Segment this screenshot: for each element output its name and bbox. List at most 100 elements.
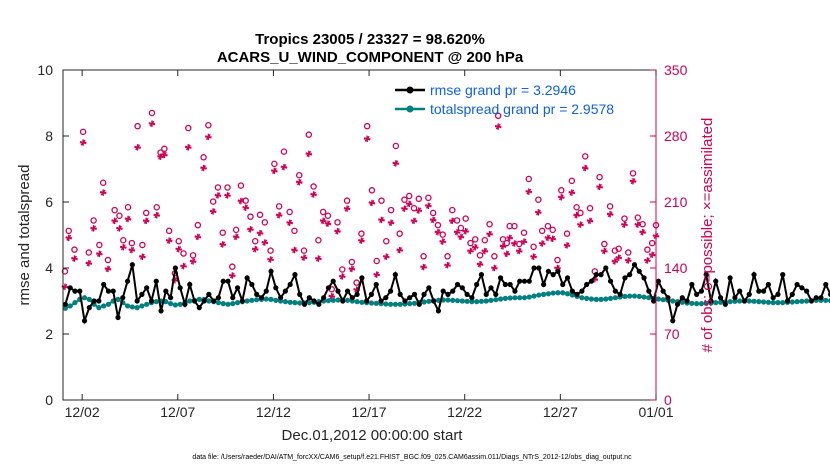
totalspread-point <box>81 295 88 301</box>
obs-possible-marker <box>471 236 479 243</box>
totalspread-point <box>526 294 532 300</box>
rmse-point <box>593 272 599 278</box>
obs-possible-marker <box>363 122 371 130</box>
totalspread-point <box>287 299 293 305</box>
obs-assimilated-marker <box>494 123 502 130</box>
totalspread-point <box>397 301 403 307</box>
rmse-point <box>325 285 332 291</box>
rmse-point <box>799 285 805 291</box>
rmse-point <box>804 288 810 294</box>
obs-assimilated-marker <box>229 272 236 279</box>
legend: rmse grand pr = 3.2946 totalspread grand… <box>395 82 614 117</box>
totalspread-point <box>187 298 193 304</box>
obs-assimilated-marker <box>520 238 528 245</box>
rmse-point <box>808 298 815 304</box>
rmse-point <box>651 298 657 304</box>
obs-assimilated-marker <box>180 262 187 270</box>
rmse-point <box>694 291 700 297</box>
totalspread-point <box>607 295 614 301</box>
obs-assimilated-marker <box>606 211 614 218</box>
rmse-point <box>784 298 791 304</box>
rmse-point <box>287 281 293 288</box>
legend-spread-marker <box>406 105 414 113</box>
obs-possible-marker <box>224 184 231 191</box>
rmse-point <box>407 295 413 301</box>
obs-assimilated-marker <box>621 221 628 228</box>
obs-assimilated-marker <box>506 234 513 242</box>
obs-possible-marker <box>128 239 136 247</box>
totalspread-point <box>230 301 236 307</box>
rmse-point <box>579 288 585 294</box>
totalspread-point <box>770 300 776 306</box>
obs-possible-marker <box>503 239 511 247</box>
obs-possible-marker <box>185 124 192 132</box>
obs-possible-marker <box>568 177 576 185</box>
obs-possible-marker <box>353 279 360 286</box>
obs-possible-marker <box>358 230 365 237</box>
rmse-point <box>531 265 537 271</box>
obs-possible-marker <box>275 203 283 210</box>
rmse-point <box>756 288 762 294</box>
obs-possible-marker <box>142 209 150 217</box>
obs-assimilated-marker <box>471 244 479 251</box>
obs-possible-marker <box>634 214 642 221</box>
totalspread-point <box>220 301 226 307</box>
totalspread-point <box>249 297 255 303</box>
obs-assimilated-marker <box>558 194 565 201</box>
totalspread-point <box>536 292 542 298</box>
obs-possible-marker <box>343 197 351 204</box>
obs-assimilated-marker <box>499 243 507 250</box>
obs-possible-marker <box>392 142 400 150</box>
rmse-point <box>411 291 418 297</box>
rmse-point <box>612 288 618 294</box>
obs-possible-marker <box>85 249 93 256</box>
obs-possible-marker <box>124 204 132 211</box>
left-y-tick-label: 6 <box>45 194 53 210</box>
obs-possible-marker <box>499 236 507 243</box>
totalspread-point <box>244 298 250 304</box>
chart-title-line1: Tropics 23005 / 23327 = 98.620% <box>255 31 485 48</box>
rmse-point <box>91 298 97 304</box>
rmse-series <box>62 262 830 325</box>
obs-possible-marker <box>621 215 628 222</box>
rmse-point <box>62 301 68 307</box>
obs-assimilated-marker <box>194 233 202 241</box>
rmse-point <box>713 278 719 284</box>
obs-assimilated-marker <box>242 204 249 211</box>
rmse-point <box>124 278 131 284</box>
right-y-tick-label: 210 <box>664 194 688 210</box>
obs-possible-marker <box>420 253 427 260</box>
obs-assimilated-marker <box>625 257 632 264</box>
obs-possible-marker <box>410 204 418 212</box>
obs-assimilated-marker <box>214 192 222 199</box>
rmse-point <box>330 278 336 284</box>
rmse-line <box>64 262 830 325</box>
obs-possible-marker <box>261 219 269 226</box>
totalspread-point <box>177 301 183 307</box>
rmse-point <box>282 288 288 294</box>
totalspread-point <box>464 298 470 304</box>
rmse-point <box>660 288 666 294</box>
rmse-point <box>101 281 107 288</box>
obs-possible-marker <box>251 237 259 245</box>
obs-possible-marker <box>280 148 288 155</box>
rmse-point <box>172 265 178 271</box>
obs-possible-marker <box>387 206 395 214</box>
rmse-point <box>569 288 575 294</box>
totalspread-point <box>105 301 112 307</box>
rmse-point <box>555 268 561 274</box>
totalspread-point <box>124 303 131 309</box>
obs-possible-marker <box>476 252 484 259</box>
rmse-point <box>368 291 375 297</box>
x-axis: 12/02 12/07 12/12 12/17 12/22 12/27 01/01 <box>65 70 674 420</box>
totalspread-point <box>478 298 485 304</box>
rmse-point <box>703 272 709 278</box>
obs-possible-marker <box>520 229 528 236</box>
rmse-point <box>168 295 174 301</box>
rmse-point <box>526 278 532 284</box>
legend-spread-label: totalspread grand pr = 2.9578 <box>430 101 614 117</box>
totalspread-point <box>254 297 260 303</box>
rmse-point <box>258 295 265 301</box>
obs-assimilated-marker <box>373 271 380 278</box>
obs-assimilated-marker <box>261 239 269 246</box>
